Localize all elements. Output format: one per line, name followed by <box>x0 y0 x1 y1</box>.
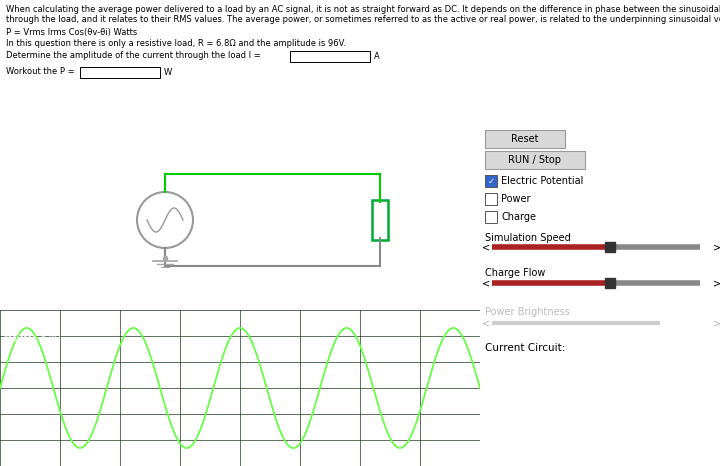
Text: Electric Potential: Electric Potential <box>501 176 583 186</box>
Text: RUN / Stop: RUN / Stop <box>508 155 562 165</box>
Text: 50Hz: 50Hz <box>110 215 133 225</box>
Text: Workout the P =: Workout the P = <box>6 67 75 76</box>
Text: Power: Power <box>501 194 531 204</box>
Text: Reset: Reset <box>511 134 539 144</box>
Text: When calculating the average power delivered to a load by an AC signal, it is no: When calculating the average power deliv… <box>6 5 720 14</box>
Text: Charge Flow: Charge Flow <box>485 268 545 278</box>
Text: >: > <box>713 278 720 288</box>
Text: Charge: Charge <box>501 212 536 222</box>
Bar <box>372 200 388 240</box>
Text: Determine the amplitude of the current through the load I =: Determine the amplitude of the current t… <box>6 51 261 60</box>
Text: >: > <box>713 242 720 252</box>
Text: 6.8Ω: 6.8Ω <box>392 221 413 231</box>
Text: <: < <box>482 318 490 328</box>
Text: 96V: 96V <box>4 319 20 328</box>
Text: A: A <box>374 52 379 61</box>
Text: W: W <box>164 68 172 77</box>
Text: resistor, 6.8Ω: resistor, 6.8Ω <box>4 334 60 343</box>
Text: >: > <box>713 318 720 328</box>
Text: Simulation Speed: Simulation Speed <box>485 233 571 243</box>
Text: through the load, and it relates to their RMS values. The average power, or some: through the load, and it relates to thei… <box>6 15 720 24</box>
Bar <box>485 175 497 187</box>
Bar <box>485 193 497 205</box>
Text: ✓: ✓ <box>487 177 495 185</box>
Bar <box>485 151 585 169</box>
Text: <: < <box>482 242 490 252</box>
Text: Power Brightness: Power Brightness <box>485 307 570 317</box>
Text: V1: V1 <box>170 181 182 190</box>
Text: Current Circuit:: Current Circuit: <box>485 343 565 353</box>
Bar <box>290 51 370 62</box>
Bar <box>485 211 497 223</box>
Bar <box>80 67 160 78</box>
Text: In this question there is only a resistive load, R = 6.8Ω and the amplitude is 9: In this question there is only a resisti… <box>6 39 346 48</box>
Text: <: < <box>482 278 490 288</box>
Text: P = Vrms Irms Cos(θv-θi) Watts: P = Vrms Irms Cos(θv-θi) Watts <box>6 28 138 37</box>
Bar <box>485 130 565 148</box>
Text: R1: R1 <box>392 207 404 217</box>
